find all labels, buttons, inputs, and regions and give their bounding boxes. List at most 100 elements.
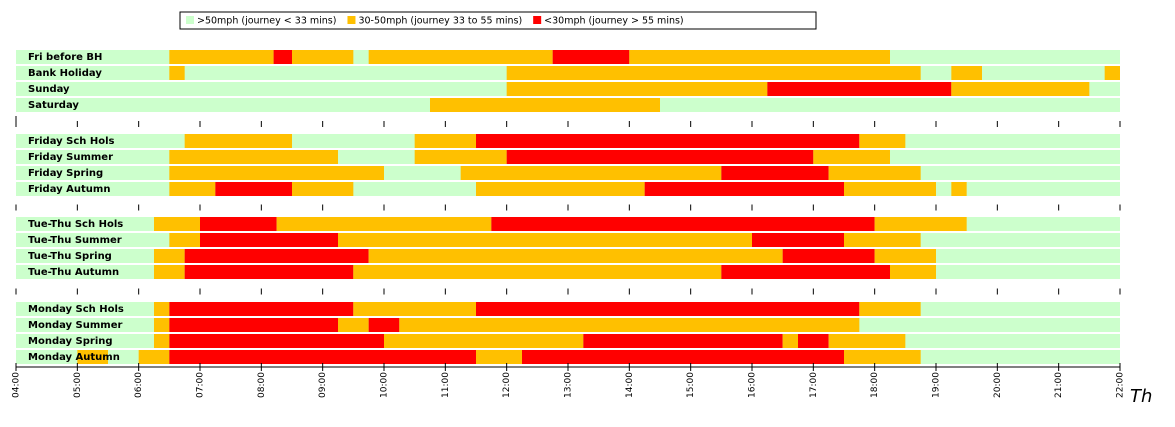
row-label: Monday Sch Hols [28, 304, 124, 315]
segment [169, 50, 274, 64]
segment [813, 150, 890, 164]
x-tick-label: 04:00 [12, 372, 22, 398]
segment [782, 249, 875, 263]
segment [767, 82, 952, 96]
segment [292, 182, 354, 196]
x-tick-label: 20:00 [993, 372, 1003, 398]
segment [506, 82, 768, 96]
segment [368, 50, 553, 64]
row-label: Friday Summer [28, 152, 113, 163]
segment [368, 249, 783, 263]
x-tick-label: 05:00 [73, 372, 83, 398]
row-label: Fri before BH [28, 52, 102, 63]
segment [583, 334, 783, 348]
x-tick-label: 06:00 [134, 372, 144, 398]
segment [430, 98, 660, 112]
segment [384, 334, 584, 348]
segment [721, 265, 890, 279]
segment [184, 134, 292, 148]
segment [476, 302, 860, 316]
segment [200, 233, 338, 247]
segment [828, 166, 921, 180]
segment [154, 265, 185, 279]
x-tick-label: 15:00 [686, 372, 696, 398]
segment [491, 217, 875, 231]
row-label: Monday Spring [28, 336, 113, 347]
legend-swatch [533, 16, 542, 24]
segment [721, 166, 829, 180]
segment [184, 265, 354, 279]
row-label: Friday Sch Hols [28, 136, 115, 147]
segment [338, 233, 752, 247]
x-tick-label: 21:00 [1054, 372, 1064, 398]
x-tick-label: 11:00 [441, 372, 451, 398]
segment [154, 217, 200, 231]
segment [154, 318, 170, 332]
row-label: Friday Autumn [28, 184, 110, 195]
segment [798, 334, 829, 348]
row-label: Tue-Thu Spring [28, 251, 112, 262]
segment [399, 318, 860, 332]
row-label: Saturday [28, 100, 79, 111]
segment [951, 66, 982, 80]
x-tick-label: 07:00 [196, 372, 206, 398]
segment [169, 350, 477, 364]
row-label: Tue-Thu Summer [28, 235, 122, 246]
segment [154, 334, 170, 348]
row-label: Tue-Thu Autumn [28, 267, 119, 278]
segment [169, 66, 185, 80]
x-tick-label: 22:00 [1116, 372, 1126, 398]
segment [169, 166, 384, 180]
segment [154, 249, 185, 263]
x-tick-label: 08:00 [257, 372, 267, 398]
x-tick-label: 13:00 [564, 372, 574, 398]
x-tick-label: 09:00 [318, 372, 328, 398]
segment [890, 265, 936, 279]
legend-label: <30mph (journey > 55 mins) [544, 16, 683, 27]
segment [874, 249, 936, 263]
segment [414, 134, 476, 148]
row-label: Monday Summer [28, 320, 122, 331]
segment [1104, 66, 1120, 80]
segment [844, 350, 921, 364]
legend-swatch [186, 16, 194, 24]
segment [276, 217, 492, 231]
segment [292, 50, 354, 64]
legend-box [179, 11, 817, 30]
segment [368, 318, 400, 332]
segment [476, 134, 860, 148]
row-label: Friday Spring [28, 168, 103, 179]
segment [874, 217, 967, 231]
segment [506, 150, 814, 164]
legend-swatch [347, 16, 356, 24]
segment [506, 66, 921, 80]
segment [859, 302, 921, 316]
segment [273, 50, 292, 64]
segment [200, 217, 277, 231]
segment [215, 182, 292, 196]
segment [522, 350, 844, 364]
row-label: Monday Autumn [28, 352, 120, 363]
segment [951, 182, 967, 196]
x-tick-label: 14:00 [625, 372, 635, 398]
segment [644, 182, 844, 196]
segment [782, 334, 798, 348]
row-label: Sunday [28, 84, 70, 95]
segment [844, 233, 921, 247]
segment [476, 350, 522, 364]
segment [169, 318, 338, 332]
segment [169, 150, 338, 164]
legend-label: >50mph (journey < 33 mins) [197, 16, 336, 27]
segment [77, 350, 108, 364]
segment [414, 150, 507, 164]
segment [169, 182, 216, 196]
x-tick-label: 10:00 [380, 372, 390, 398]
segment [844, 182, 936, 196]
x-tick-label: 18:00 [870, 372, 880, 398]
segment [859, 134, 906, 148]
segment [353, 265, 722, 279]
row-label: Tue-Thu Sch Hols [28, 219, 123, 230]
segment [552, 50, 630, 64]
annotation: Th [1130, 386, 1152, 407]
